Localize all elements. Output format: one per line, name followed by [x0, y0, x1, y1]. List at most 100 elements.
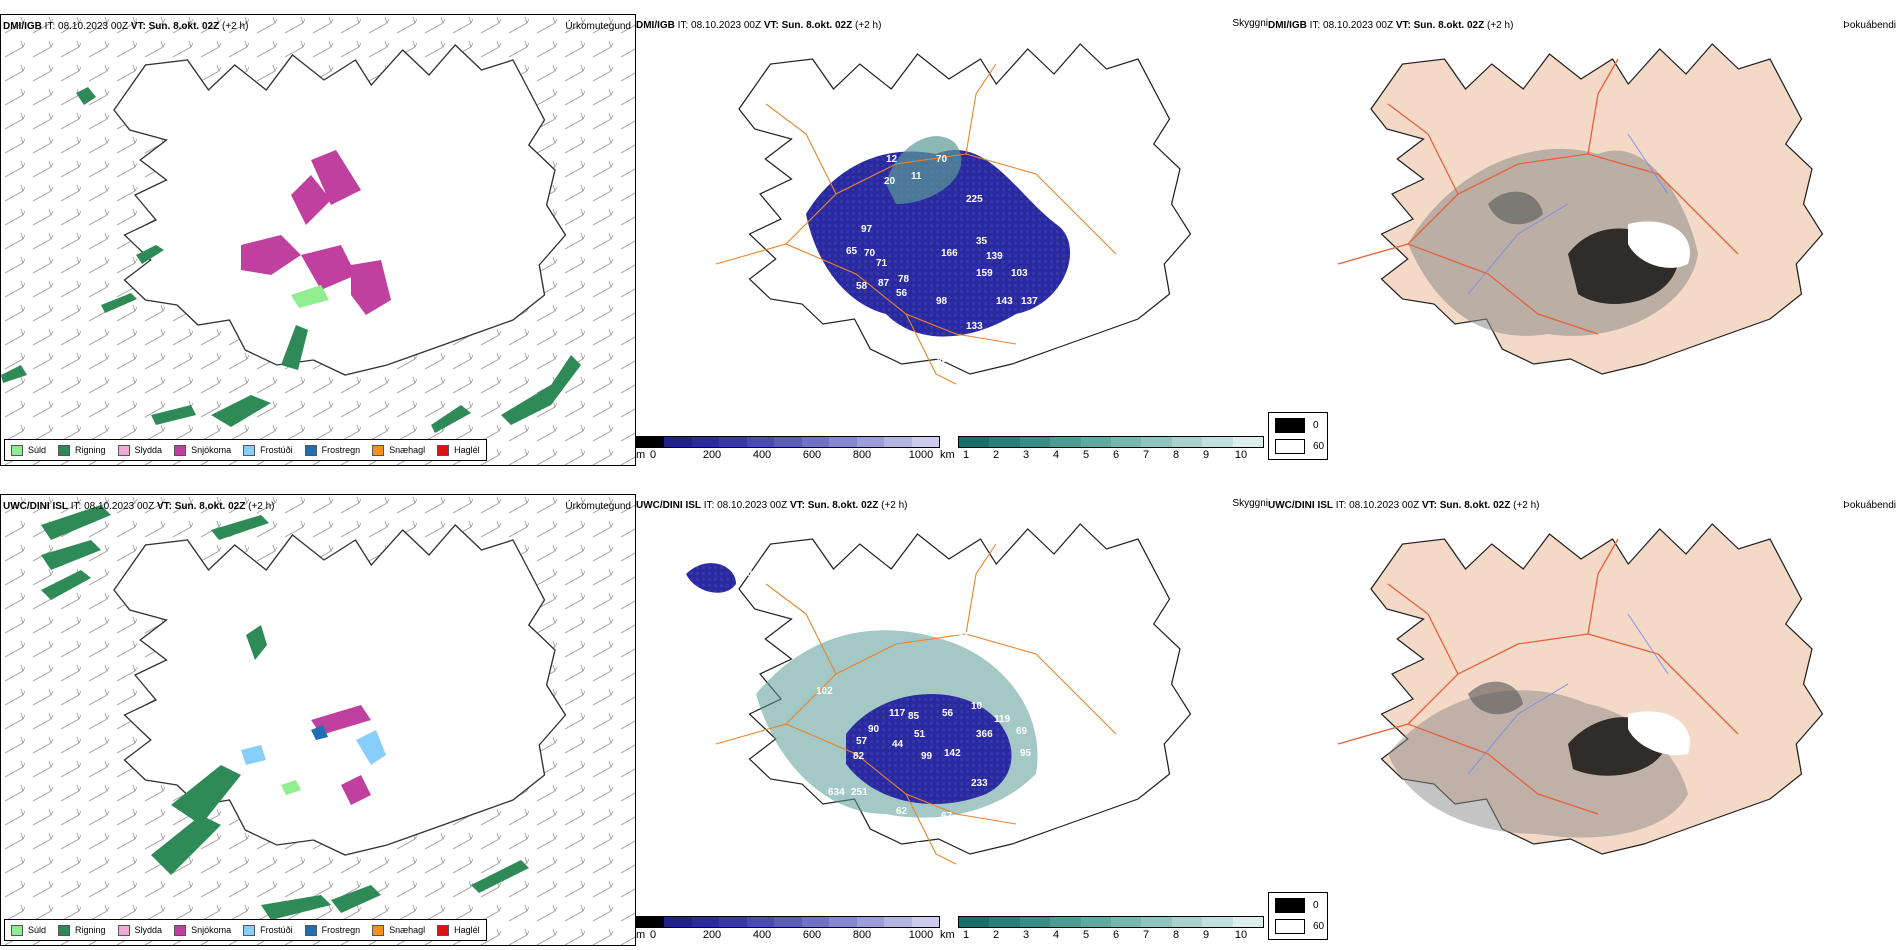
- fog-panel-row2: UWC/DINI ISL IT: 08.10.2023 00Z VT: Sun.…: [1268, 494, 1900, 944]
- legend-item: Snæhagl: [372, 444, 425, 456]
- legend-item: Rigning: [58, 444, 106, 456]
- header-row1-cloud: DMI/IGB IT: 08.10.2023 00Z VT: Sun. 8.ok…: [636, 20, 882, 31]
- vis-label: 82: [853, 751, 865, 762]
- vis-label: 58: [856, 281, 868, 292]
- visibility-colorbar-row1: [958, 436, 1264, 448]
- fog-legend-row2: 0 60: [1268, 892, 1328, 940]
- vis-label: 99: [936, 354, 948, 365]
- vis-label: 117: [889, 708, 906, 719]
- fog-panel-row1: DMI/IGB IT: 08.10.2023 00Z VT: Sun. 8.ok…: [1268, 14, 1900, 464]
- cloud-title-row1: Skyggni: [1232, 18, 1268, 29]
- cloudbase-unit-row1: m: [636, 449, 646, 461]
- vis-label: 65: [846, 246, 858, 257]
- vis-label: 80: [741, 568, 753, 579]
- header-row2: UWC/DINI ISL IT: 08.10.2023 00Z VT: Sun.…: [3, 501, 275, 512]
- cloud-map-row2: 80 81 102 117 85 56 10 119 90 51 366 69 …: [686, 523, 1192, 865]
- vis-label: 142: [944, 748, 961, 759]
- vis-label: 634: [828, 787, 845, 798]
- vis-label: 98: [936, 296, 948, 307]
- visibility-unit-row1: km: [940, 449, 955, 461]
- cloudbase-colorbar-row1: [636, 436, 940, 448]
- legend-item: Frostúði: [243, 444, 293, 456]
- vis-label: 35: [976, 236, 988, 247]
- visibility-labels-row2: 80 81 102 117 85 56 10 119 90 51 366 69 …: [741, 568, 1032, 855]
- vis-label: 70: [916, 841, 928, 852]
- legend-item: Slydda: [117, 924, 162, 936]
- vis-label: 87: [878, 278, 890, 289]
- precip-map-row1: [1, 15, 635, 465]
- legend-item: Haglél: [437, 924, 480, 936]
- vis-label: 166: [941, 248, 958, 259]
- header-row1-fog: DMI/IGB IT: 08.10.2023 00Z VT: Sun. 8.ok…: [1268, 20, 1514, 31]
- vis-label: 71: [901, 826, 913, 837]
- fog-map-row2: [1337, 523, 1824, 855]
- vis-label: 56: [942, 708, 954, 719]
- vis-label: 90: [868, 724, 880, 735]
- vis-label: 70: [936, 154, 948, 165]
- cloud-panel-row1: 12 70 11 20 225 97 35 139 65 70 71 166 1…: [636, 14, 1268, 464]
- vis-label: 84: [906, 341, 918, 352]
- vis-label: 12: [886, 154, 898, 165]
- vis-label: 82: [1061, 301, 1073, 312]
- vis-label: 67: [941, 811, 953, 822]
- vis-label: 225: [966, 194, 983, 205]
- vis-label: 97: [861, 224, 873, 235]
- vis-label: 156: [864, 316, 881, 327]
- vis-label: 85: [908, 711, 920, 722]
- cloudbase-colorbar-row2: [636, 916, 940, 928]
- legend-item: Súld: [11, 924, 46, 936]
- header-row1: DMI/IGB IT: 08.10.2023 00Z VT: Sun. 8.ok…: [3, 21, 249, 32]
- precip-title-row2: Úrkomutegund: [565, 501, 631, 512]
- vis-label: 70: [864, 248, 876, 259]
- visibility-unit-row2: km: [940, 929, 955, 941]
- header-row2-fog: UWC/DINI ISL IT: 08.10.2023 00Z VT: Sun.…: [1268, 500, 1540, 511]
- vis-label: 143: [996, 296, 1013, 307]
- vis-label: 10: [971, 701, 983, 712]
- fog-map-row1: [1337, 43, 1824, 375]
- vis-label: 159: [976, 268, 993, 279]
- precip-legend-row2: Súld Rigning Slydda Snjókoma Frostúði Fr…: [4, 919, 487, 941]
- vis-label: 103: [1011, 268, 1028, 279]
- legend-item: Rigning: [58, 924, 106, 936]
- vis-label: 133: [966, 321, 983, 332]
- legend-item: Snjókoma: [174, 444, 231, 456]
- precip-title-row1: Úrkomutegund: [565, 21, 631, 32]
- vis-label: 90: [931, 381, 943, 392]
- legend-item: Snjókoma: [174, 924, 231, 936]
- vis-label: 81: [958, 631, 970, 642]
- vis-label: 251: [851, 787, 868, 798]
- vis-label: 62: [896, 806, 908, 817]
- fog-legend-row1: 0 60: [1268, 412, 1328, 460]
- legend-item: Frostúði: [243, 924, 293, 936]
- vis-label: 15: [908, 386, 920, 397]
- legend-item: Frostregn: [304, 924, 360, 936]
- vis-label: 57: [856, 736, 868, 747]
- cloudbase-unit-row2: m: [636, 929, 646, 941]
- legend-item: Súld: [11, 444, 46, 456]
- legend-item: Slydda: [117, 444, 162, 456]
- vis-label: 119: [994, 714, 1011, 725]
- vis-label: 139: [986, 251, 1003, 262]
- cloud-title-row2: Skyggni: [1232, 498, 1268, 509]
- vis-label: 78: [898, 274, 910, 285]
- precip-map-row2: [1, 495, 635, 945]
- visibility-labels-row1: 12 70 11 20 225 97 35 139 65 70 71 166 1…: [846, 154, 1073, 397]
- vis-label: 102: [816, 686, 833, 697]
- cloud-map-row1: 12 70 11 20 225 97 35 139 65 70 71 166 1…: [715, 43, 1192, 397]
- vis-label: 11: [911, 171, 922, 182]
- vis-label: 99: [921, 751, 933, 762]
- vis-label: 43: [894, 844, 906, 855]
- vis-label: 95: [1020, 748, 1032, 759]
- vis-label: 51: [914, 729, 926, 740]
- legend-item: Haglél: [437, 444, 480, 456]
- fog-title-row1: Þokuábendi: [1843, 20, 1896, 31]
- vis-label: 94: [1061, 321, 1073, 332]
- legend-item: Frostregn: [304, 444, 360, 456]
- vis-label: 366: [976, 729, 993, 740]
- legend-item: Snæhagl: [372, 924, 425, 936]
- precip-panel-row1: DMI/IGB IT: 08.10.2023 00Z VT: Sun. 8.ok…: [0, 14, 636, 466]
- vis-label: 20: [884, 176, 896, 187]
- vis-label: 56: [896, 288, 908, 299]
- precip-legend-row1: Súld Rigning Slydda Snjókoma Frostúði Fr…: [4, 439, 487, 461]
- vis-label: 71: [876, 258, 888, 269]
